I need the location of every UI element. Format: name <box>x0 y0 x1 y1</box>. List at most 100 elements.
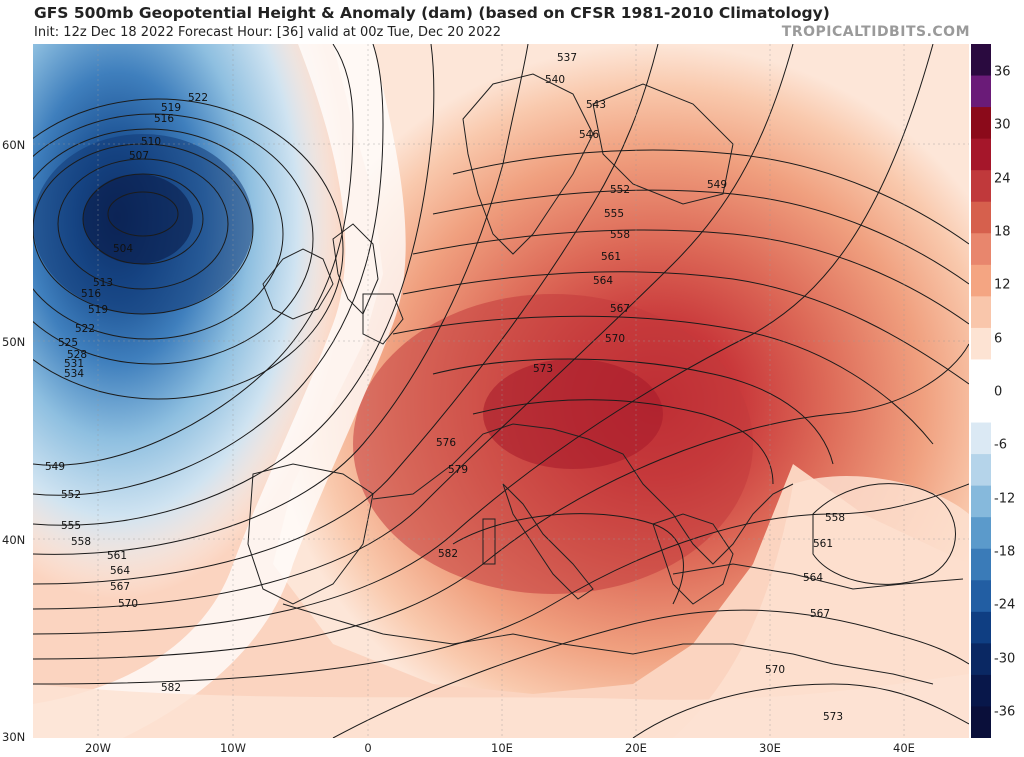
colorbar-swatch <box>971 485 991 518</box>
colorbar-tick-label: 0 <box>994 384 1003 400</box>
contour-label: 537 <box>557 52 577 64</box>
lat-label: 40N <box>2 533 26 547</box>
colorbar-swatch <box>971 391 991 424</box>
contour-label: 570 <box>118 598 138 610</box>
colorbar-swatch <box>971 201 991 234</box>
watermark: TROPICALTIDBITS.COM <box>781 24 970 40</box>
contour-label: 552 <box>61 489 81 501</box>
contour-label: 564 <box>593 275 613 287</box>
contour-label: 564 <box>110 565 130 577</box>
contour-label: 549 <box>45 461 65 473</box>
weak-anomaly-southeast <box>673 475 969 738</box>
coastlines <box>247 73 964 685</box>
contour-label: 561 <box>813 538 833 550</box>
lat-label: 50N <box>2 335 26 349</box>
colorbar-swatch <box>971 422 991 455</box>
colorbar-tick-label: 6 <box>994 331 1003 347</box>
contour-labels: 522 519 516 510 507 504 513 516 519 522 … <box>45 52 845 723</box>
colorbar-tick-label: -12 <box>994 491 1016 507</box>
contour-label: 579 <box>448 464 468 476</box>
graticule <box>33 44 969 738</box>
colorbar-swatch <box>971 611 991 644</box>
contour-label: 570 <box>605 333 625 345</box>
colorbar-swatch <box>971 296 991 329</box>
colorbar-swatch <box>971 548 991 581</box>
contour-label: 573 <box>823 711 843 723</box>
contour-label: 540 <box>545 74 565 86</box>
contour-label: 561 <box>601 251 621 263</box>
lon-label: 20W <box>84 741 112 755</box>
colorbar-swatch <box>971 233 991 266</box>
lon-label: 10E <box>491 741 513 755</box>
contour-label: 552 <box>610 184 630 196</box>
contour-label: 582 <box>161 682 181 694</box>
colorbar-tick-label: -18 <box>994 544 1016 560</box>
colorbar-swatch <box>971 75 991 108</box>
neutral-band <box>33 44 406 738</box>
contour-label: 519 <box>88 304 108 316</box>
contour-label: 561 <box>107 550 127 562</box>
colorbar-swatch <box>971 580 991 613</box>
colorbar-swatch <box>971 454 991 487</box>
map-area: 522 519 516 510 507 504 513 516 519 522 … <box>33 44 969 738</box>
contour-label: 528 <box>67 349 87 361</box>
colorbar-swatch <box>971 517 991 550</box>
contour-label: 534 <box>64 368 84 380</box>
colorbar-swatch <box>971 674 991 707</box>
contour-label: 522 <box>75 323 95 335</box>
colorbar-swatch <box>971 643 991 676</box>
colorbar-swatch <box>971 264 991 297</box>
colorbar-tick-label: 30 <box>994 117 1011 133</box>
contour-label: 558 <box>71 536 91 548</box>
colorbar-swatch <box>971 44 991 77</box>
lon-label: 30E <box>759 741 781 755</box>
anomaly-core-inner <box>483 359 663 469</box>
colorbar-tick-label: -30 <box>994 651 1016 667</box>
contour-label: 558 <box>825 512 845 524</box>
colorbar-tick-label: 18 <box>994 224 1011 240</box>
contour-label: 567 <box>110 581 130 593</box>
contour-label: 513 <box>93 277 113 289</box>
colorbar-swatch <box>971 327 991 360</box>
colorbar-swatch <box>971 359 991 392</box>
lat-label: 60N <box>2 138 26 152</box>
contour-label: 504 <box>113 243 133 255</box>
colorbar-tick-label: 12 <box>994 277 1011 293</box>
lon-label: 10W <box>219 741 247 755</box>
colorbar-tick-label: -36 <box>994 704 1016 720</box>
colorbar-swatch <box>971 170 991 203</box>
contour-label: 567 <box>610 303 630 315</box>
contour-label: 525 <box>58 337 78 349</box>
lon-label: 0 <box>364 741 372 755</box>
contour-label: 573 <box>533 363 553 375</box>
colorbar-swatch <box>971 107 991 140</box>
lat-label: 30N <box>2 730 26 744</box>
contour-label: 516 <box>81 288 101 300</box>
colorbar-tick-label: -6 <box>994 437 1007 453</box>
contour-label: 543 <box>586 99 606 111</box>
contour-label: 531 <box>64 358 84 370</box>
contour-label: 558 <box>610 229 630 241</box>
colorbar-tick-label: -24 <box>994 597 1016 613</box>
contour-label: 510 <box>141 136 161 148</box>
contour-label: 567 <box>810 608 830 620</box>
contour-label: 555 <box>61 520 81 532</box>
weak-anomaly-bottom <box>33 674 969 738</box>
colorbar-swatch <box>971 706 991 738</box>
contour-label: 570 <box>765 664 785 676</box>
chart-subtitle: Init: 12z Dec 18 2022 Forecast Hour: [36… <box>34 25 502 40</box>
height-contours <box>33 44 969 738</box>
low-core-inner <box>83 174 193 264</box>
contour-label: 507 <box>129 150 149 162</box>
anomaly-colorbar <box>971 44 991 738</box>
lon-label: 20E <box>625 741 647 755</box>
contour-label: 564 <box>803 572 823 584</box>
contour-label: 522 <box>188 92 208 104</box>
contour-label: 576 <box>436 437 456 449</box>
contour-label: 549 <box>707 179 727 191</box>
chart-header: GFS 500mb Geopotential Height & Anomaly … <box>0 0 1024 44</box>
contour-label: 516 <box>154 113 174 125</box>
colorbar-tick-label: 24 <box>994 171 1011 187</box>
colorbar-tick-label: 36 <box>994 64 1011 80</box>
contour-label: 546 <box>579 129 599 141</box>
